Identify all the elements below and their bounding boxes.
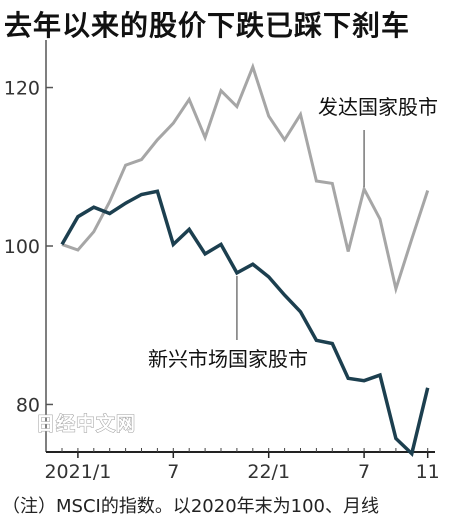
y-tick-label: 100 — [4, 236, 40, 258]
x-tick-label: 22/1 — [247, 461, 290, 483]
y-tick-label: 120 — [4, 78, 40, 100]
chart-note: （注）MSCI的指数。以2020年末为100、月线 — [2, 496, 379, 517]
x-tick-label: 7 — [358, 461, 370, 483]
emerging-markets-line — [60, 189, 430, 457]
y-tick-label: 80 — [16, 394, 40, 416]
chart-title: 去年以来的股价下跌已踩下刹车 — [4, 9, 411, 42]
watermark-logo: 日经中文网 — [36, 412, 136, 435]
x-tick-label: 2021/1 — [44, 461, 111, 483]
developed-markets-line — [61, 62, 430, 295]
series-label-developed: 发达国家股市 — [318, 95, 438, 119]
x-tick-label: 7 — [167, 461, 179, 483]
x-tick-label: 11 — [416, 461, 440, 483]
series-label-emerging: 新兴市场国家股市 — [148, 347, 308, 371]
